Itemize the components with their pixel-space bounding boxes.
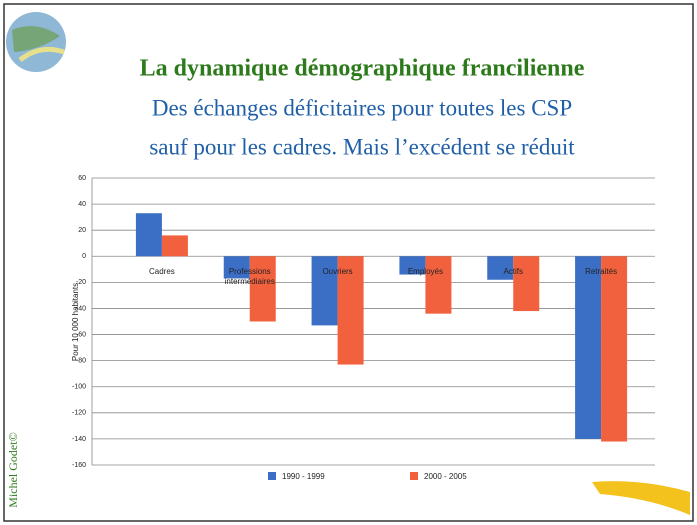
bar [135,213,162,257]
y-tick-label: -80 [76,357,86,364]
y-tick-label: -140 [72,436,86,443]
y-tick-label: -40 [76,305,86,312]
x-tick-label: Actifs [503,267,524,277]
x-tick-label: Ouvriers [322,267,353,277]
legend-label: 1990 - 1999 [282,472,325,481]
y-tick-label: -120 [72,410,86,417]
bar [311,256,338,326]
bar [337,256,364,365]
legend-swatch [410,472,418,480]
y-axis-label: Pour 10 000 habitants [71,283,80,361]
bar [399,256,426,275]
y-tick-label: 0 [82,253,86,260]
subtitle: Des échanges déficitaires pour toutes le… [152,95,572,120]
y-tick-label: -60 [76,331,86,338]
bar [161,235,188,257]
bar [513,256,540,312]
bar [487,256,514,280]
y-tick-label: 20 [78,227,86,234]
y-tick-label: -20 [76,279,86,286]
x-tick-label: Cadres [149,267,175,277]
x-tick-label: Professions intermédiaires [224,267,275,287]
bar [249,256,276,322]
subtitle: sauf pour les cadres. Mais l’excédent se… [149,134,575,159]
legend-swatch [268,472,276,480]
legend-label: 2000 - 2005 [424,472,467,481]
bar [601,256,628,442]
x-tick-label: Employés [407,267,443,277]
bar [425,256,452,314]
author: Michel Godet© [6,432,20,507]
bar [575,256,602,439]
swoosh [592,481,690,515]
x-tick-label: Retraités [585,267,618,277]
bar [223,256,250,279]
y-tick-label: 40 [78,201,86,208]
y-tick-label: -160 [72,462,86,469]
y-tick-label: 60 [78,175,86,182]
y-tick-label: -100 [72,384,86,391]
title: La dynamique démographique francilienne [140,56,585,82]
logo [6,12,66,72]
